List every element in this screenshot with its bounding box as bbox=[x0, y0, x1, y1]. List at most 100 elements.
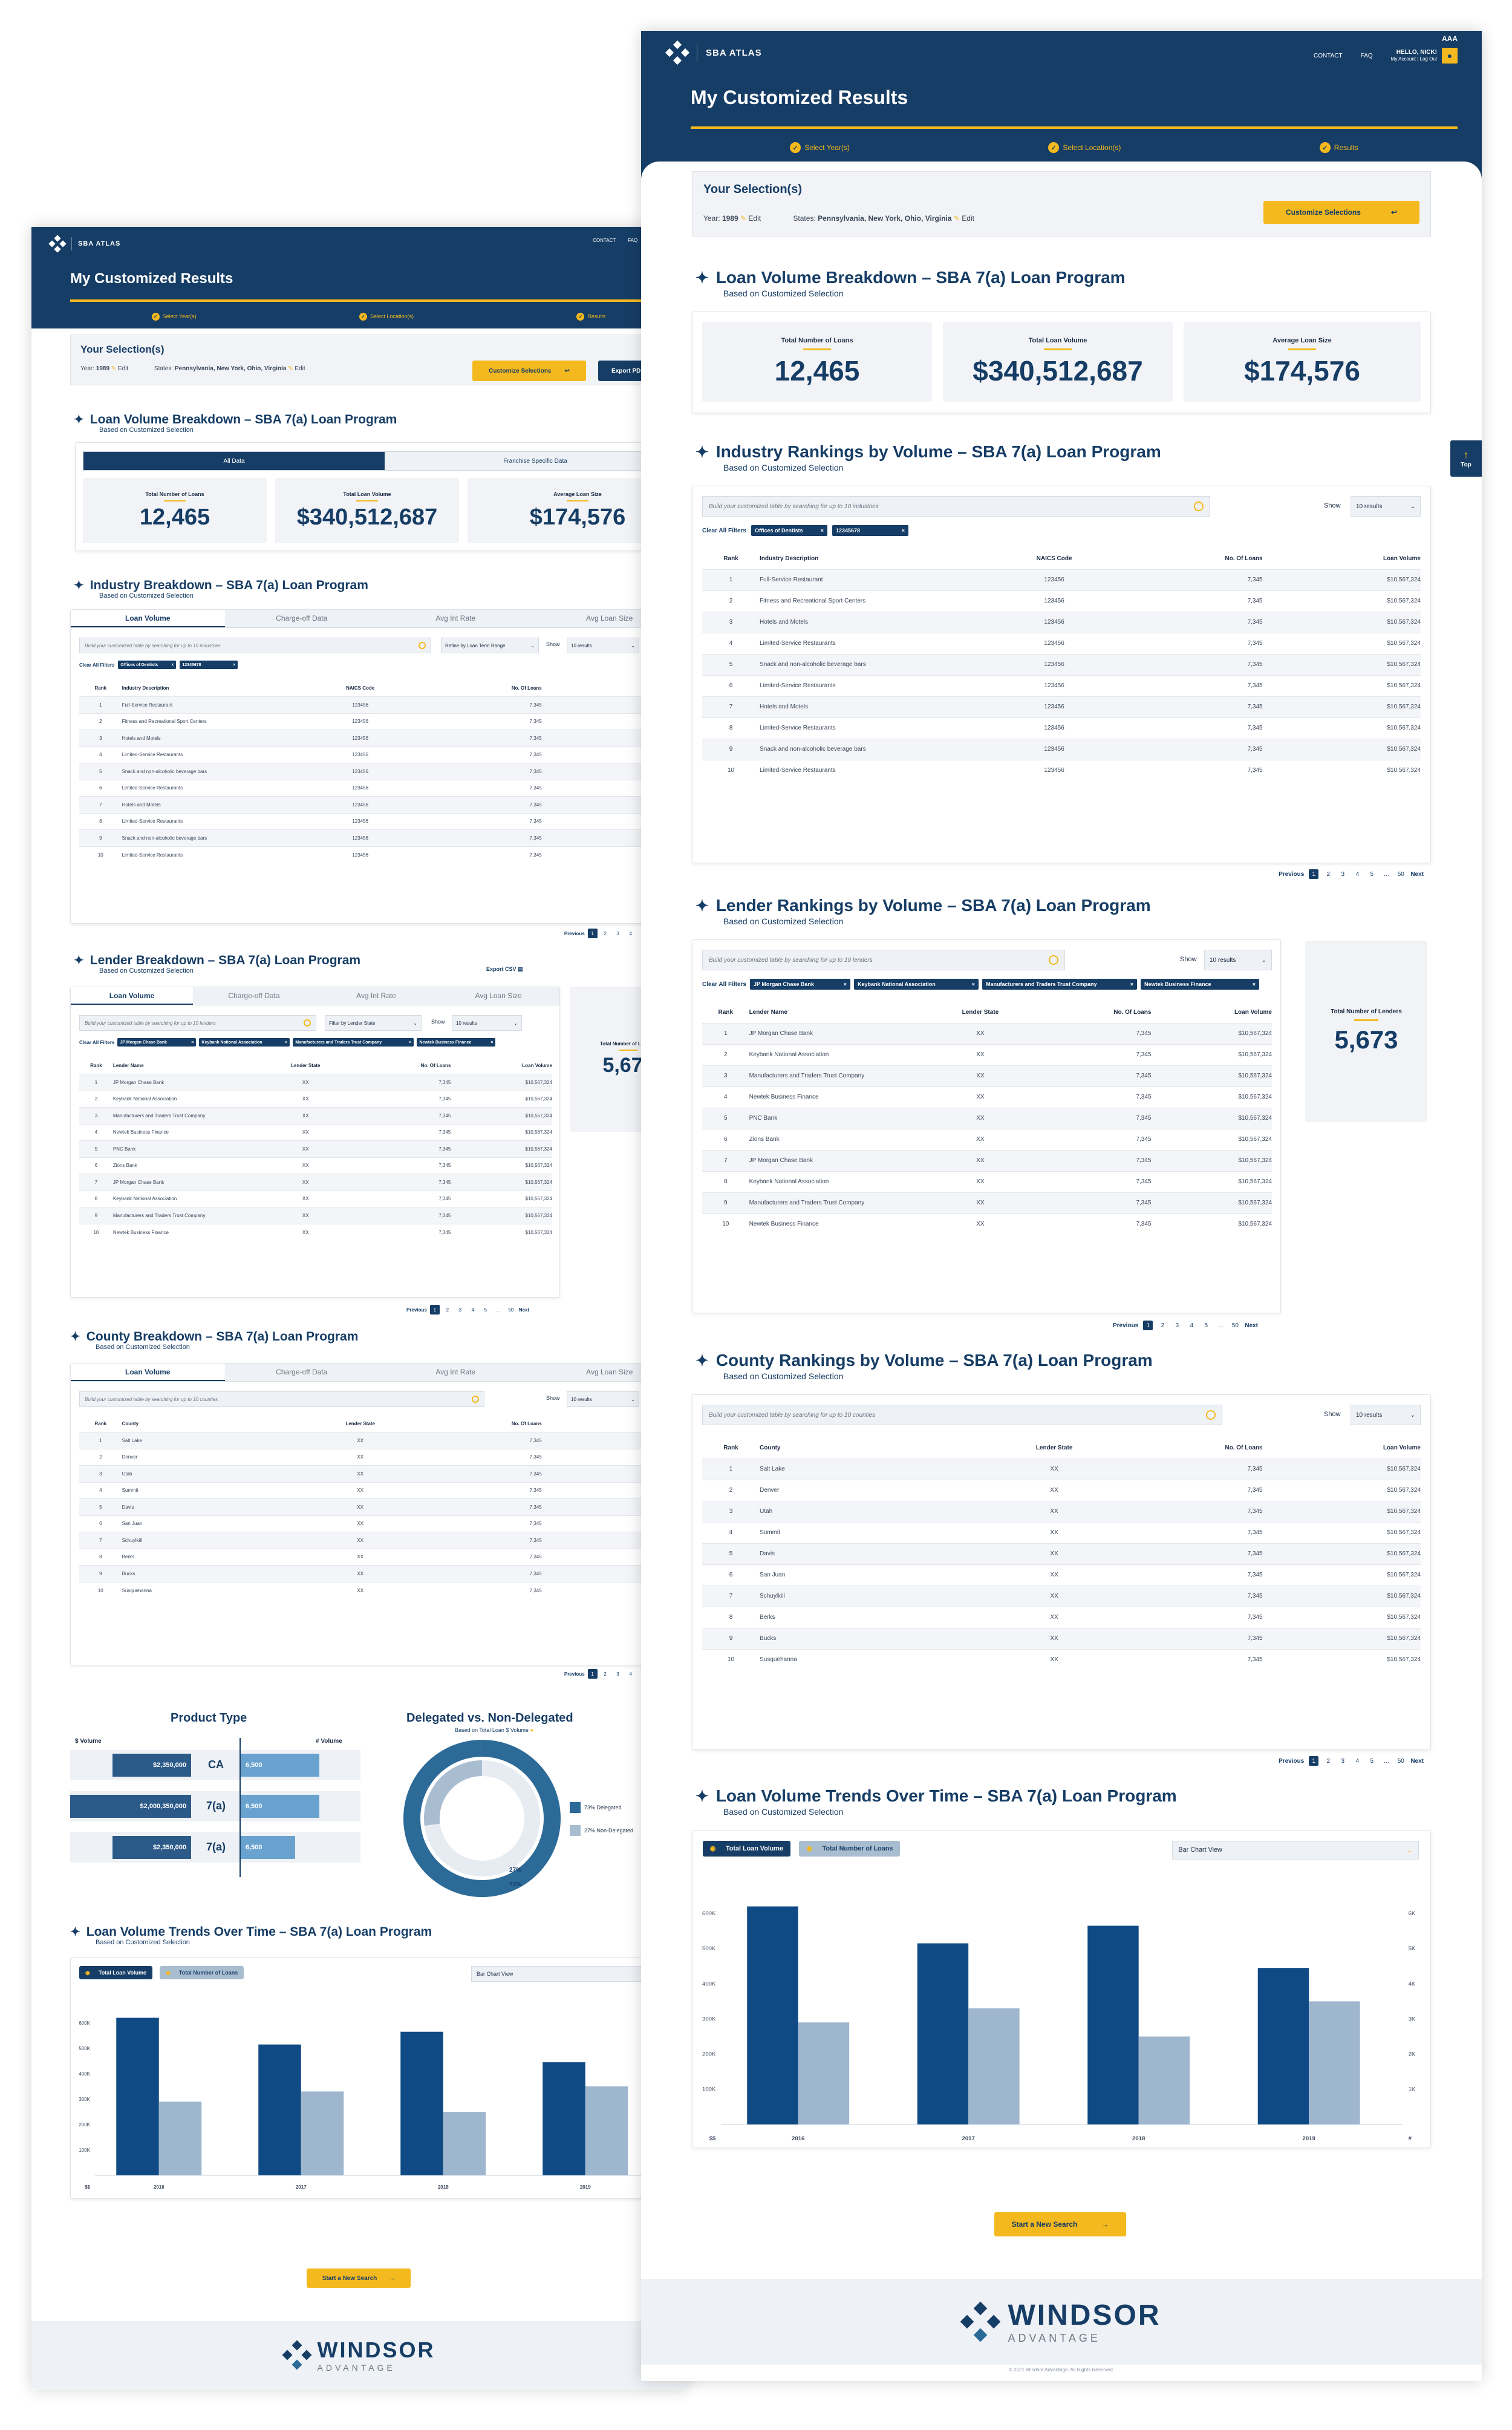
page-link[interactable]: 4 bbox=[629, 930, 632, 936]
tab-loan-volume[interactable]: Loan Volume bbox=[71, 1364, 225, 1381]
show-results-select[interactable]: 10 results ⌄ bbox=[452, 1015, 522, 1031]
table-row[interactable]: 9 Snack and non-alcoholic beverage bars 12… bbox=[79, 829, 684, 846]
page-link[interactable]: 3 bbox=[616, 930, 619, 936]
column-header[interactable]: Lender Name bbox=[749, 1008, 787, 1016]
table-row[interactable]: 10 Newtek Business Finance XX 7,345 $10,567,… bbox=[79, 1223, 552, 1241]
table-row[interactable]: 2 Keybank National Association XX 7,345 $10,… bbox=[79, 1090, 552, 1108]
previous-page-link[interactable]: Previous bbox=[1279, 870, 1305, 878]
column-header[interactable]: No. Of Loans bbox=[1113, 1008, 1152, 1016]
nav-faq[interactable]: FAQ bbox=[628, 238, 638, 243]
page-link[interactable]: 5 bbox=[484, 1307, 487, 1313]
column-header[interactable]: Loan Volume bbox=[522, 1063, 552, 1068]
page-link[interactable]: 1 bbox=[587, 1669, 598, 1679]
show-results-select[interactable]: 10 results ⌄ bbox=[1351, 496, 1421, 517]
legend-total-number-loans[interactable]: ◉ Total Number of Loans bbox=[160, 1966, 244, 1979]
tab-avg-loan-size[interactable]: Avg Loan Size bbox=[586, 614, 633, 622]
tab-charge-off[interactable]: Charge-off Data bbox=[228, 991, 280, 1000]
bar-total-loan-volume[interactable] bbox=[400, 2031, 443, 2175]
bar-total-number-loans[interactable] bbox=[443, 2112, 486, 2175]
table-row[interactable]: 10 Newtek Business Finance XX 7,345 $10,567,… bbox=[702, 1213, 1272, 1235]
column-header[interactable]: Rank bbox=[94, 685, 107, 691]
page-link[interactable]: 1 bbox=[1309, 1756, 1319, 1766]
tab-charge-off[interactable]: Charge-off Data bbox=[276, 614, 328, 622]
page-link[interactable]: 5 bbox=[1370, 1757, 1374, 1765]
previous-page-link[interactable]: Previous bbox=[1279, 1757, 1305, 1765]
page-link[interactable]: 3 bbox=[1175, 1322, 1179, 1329]
logo[interactable]: SBA ATLAS bbox=[48, 235, 120, 253]
tab-loan-volume[interactable]: Loan Volume bbox=[71, 610, 225, 627]
step-results[interactable]: ✓ Results bbox=[1319, 139, 1358, 157]
clear-filters-link[interactable]: Clear All Filters bbox=[79, 1039, 115, 1045]
table-row[interactable]: 10 Limited-Service Restaurants 123456 7,345… bbox=[79, 846, 684, 863]
step-locations[interactable]: ✓ Select Location(s) bbox=[1048, 139, 1121, 157]
table-row[interactable]: 3 Manufacturers and Traders Trust Company… bbox=[79, 1107, 552, 1124]
page-link[interactable]: 3 bbox=[1341, 1757, 1345, 1765]
column-header[interactable]: Lender State bbox=[345, 1421, 375, 1426]
previous-page-link[interactable]: Previous bbox=[1113, 1322, 1139, 1329]
table-row[interactable]: 9 Manufacturers and Traders Trust Company… bbox=[79, 1207, 552, 1224]
column-header[interactable]: Loan Volume bbox=[1383, 1444, 1421, 1451]
column-header[interactable]: Rank bbox=[723, 1444, 738, 1451]
page-link[interactable]: 2 bbox=[1326, 1757, 1331, 1765]
page-link[interactable]: ... bbox=[1384, 870, 1389, 878]
page-link[interactable]: 50 bbox=[1231, 1322, 1239, 1329]
bar-total-number-loans[interactable] bbox=[798, 2022, 850, 2125]
column-header[interactable]: Loan Volume bbox=[1234, 1008, 1272, 1016]
filter-chip[interactable]: Manufacturers and Traders Trust Company × bbox=[293, 1038, 414, 1047]
page-link[interactable]: 1 bbox=[429, 1305, 440, 1315]
donut-slice-non-delegated[interactable] bbox=[424, 1760, 482, 1826]
legend-total-loan-volume[interactable]: ◉ Total Loan Volume bbox=[702, 1840, 790, 1857]
next-page-link[interactable]: Next bbox=[518, 1307, 530, 1313]
table-row[interactable]: 9 Snack and non-alcoholic beverage bars 12… bbox=[702, 738, 1421, 760]
nav-faq[interactable]: FAQ bbox=[1360, 52, 1373, 59]
next-page-link[interactable]: Next bbox=[1245, 1322, 1258, 1329]
clear-filters-link[interactable]: Clear All Filters bbox=[79, 662, 115, 668]
customize-selections-button[interactable]: Customize Selections ↩ bbox=[1263, 201, 1419, 224]
start-new-search-button[interactable]: Start a New Search → bbox=[994, 2212, 1126, 2236]
column-header[interactable]: County bbox=[122, 1421, 139, 1426]
table-row[interactable]: 1 JP Morgan Chase Bank XX 7,345 $10,567,324 bbox=[79, 1074, 552, 1091]
table-row[interactable]: 2 Fitness and Recreational Sport Centers 1… bbox=[79, 713, 684, 730]
page-link[interactable]: ... bbox=[1218, 1322, 1224, 1329]
next-page-link[interactable]: Next bbox=[1410, 1757, 1424, 1765]
page-link[interactable]: 2 bbox=[1161, 1322, 1165, 1329]
column-header[interactable]: No. Of Loans bbox=[511, 685, 542, 691]
bar-total-loan-volume[interactable] bbox=[258, 2044, 301, 2175]
edit-year-link[interactable]: Edit bbox=[748, 214, 761, 223]
filter-chip[interactable]: JP Morgan Chase Bank × bbox=[750, 979, 850, 990]
filter-chip[interactable]: Newtek Business Finance × bbox=[1141, 979, 1259, 990]
tab-charge-off[interactable]: Charge-off Data bbox=[276, 1368, 328, 1376]
page-link[interactable]: 3 bbox=[616, 1671, 619, 1677]
page-link[interactable]: 5 bbox=[1370, 870, 1374, 878]
page-link[interactable]: 1 bbox=[1143, 1321, 1153, 1330]
county-search-input[interactable]: Build your customized table by searching… bbox=[702, 1405, 1222, 1425]
page-link[interactable]: ... bbox=[496, 1307, 501, 1313]
column-header[interactable]: Lender State bbox=[1035, 1444, 1073, 1451]
filter-chip[interactable]: Manufacturers and Traders Trust Company × bbox=[982, 979, 1137, 990]
table-row[interactable]: 5 PNC Bank XX 7,345 $10,567,324 bbox=[702, 1107, 1272, 1129]
bar-total-loan-volume[interactable] bbox=[917, 1943, 969, 2125]
filter-chip[interactable]: 12345678 × bbox=[180, 661, 238, 669]
page-link[interactable]: 50 bbox=[1397, 870, 1404, 878]
page-link[interactable]: 2 bbox=[604, 1671, 607, 1677]
lender-state-select[interactable]: Filter by Lender State ⌄ bbox=[325, 1015, 422, 1031]
logo[interactable]: SBA ATLAS bbox=[665, 40, 762, 65]
tab-avg-loan-size[interactable]: Avg Loan Size bbox=[586, 1368, 633, 1376]
loan-term-select[interactable]: Refine by Loan Term Range ⌄ bbox=[441, 638, 539, 653]
column-header[interactable]: NAICS Code bbox=[346, 685, 375, 691]
page-link[interactable]: 2 bbox=[446, 1307, 449, 1313]
